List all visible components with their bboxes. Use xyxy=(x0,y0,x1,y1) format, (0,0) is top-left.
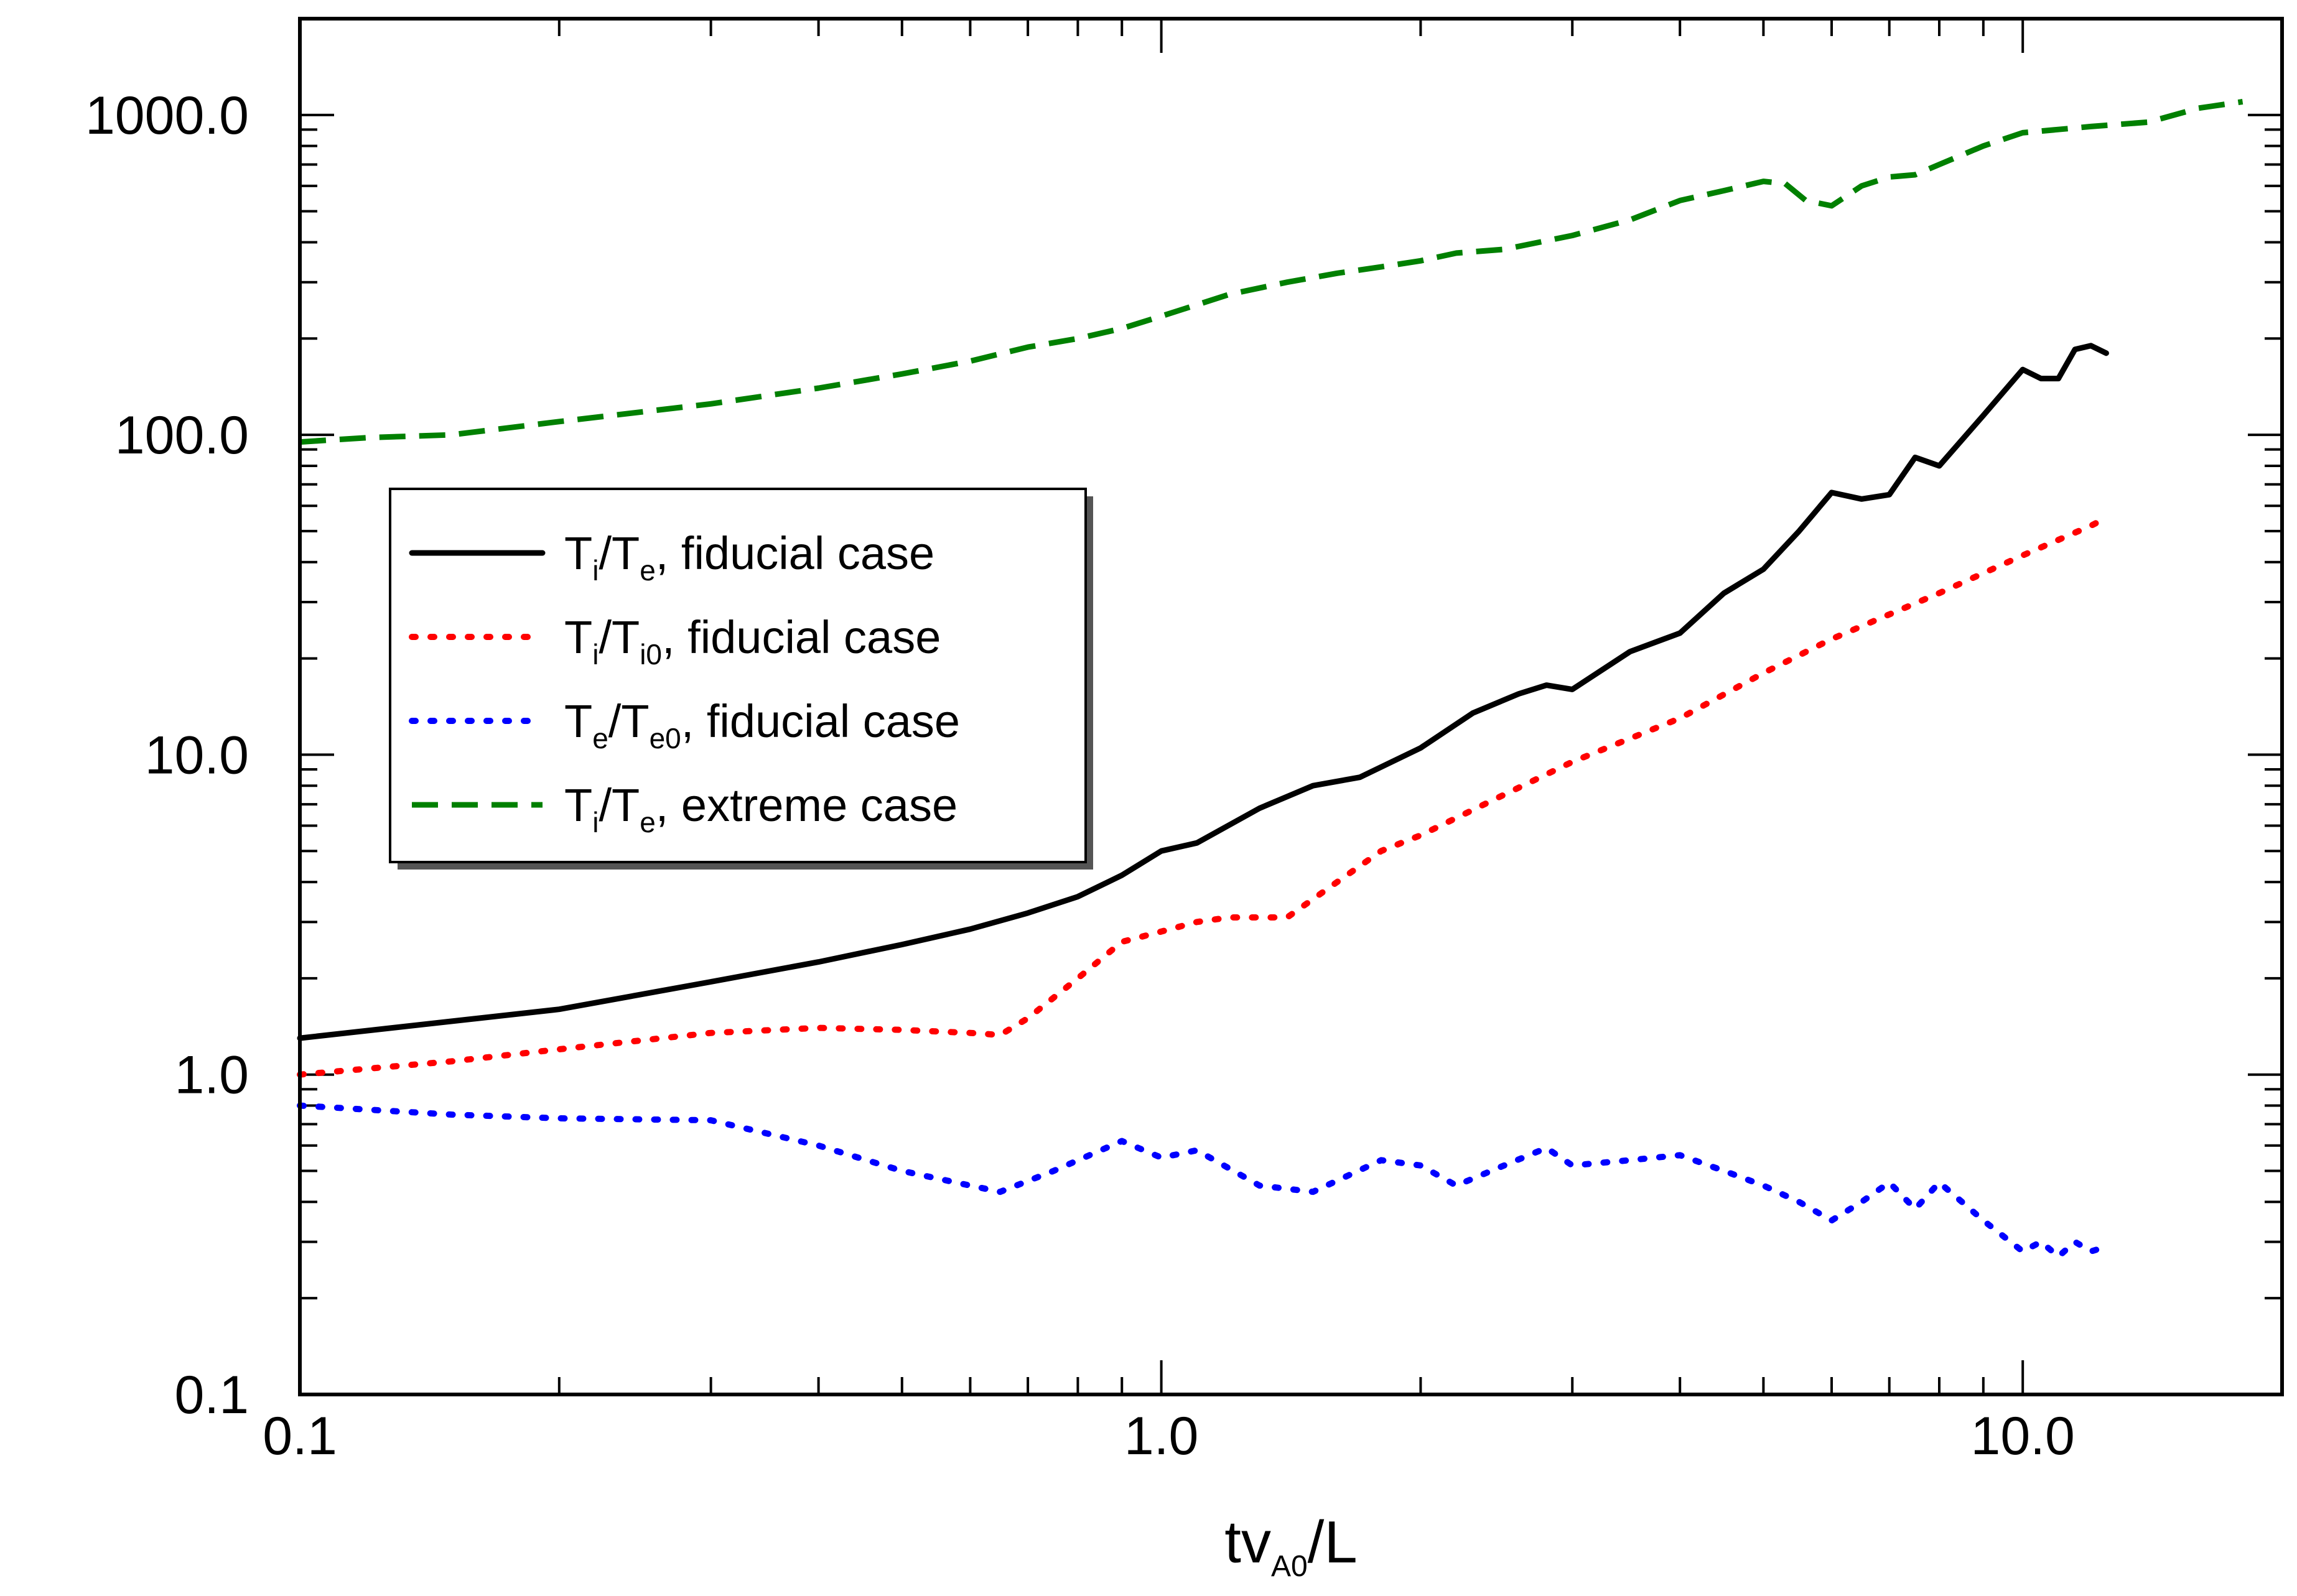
x-tick-label: 10.0 xyxy=(1970,1406,2074,1466)
tick-labels: 0.1 1.0 10.0 0.1 1.0 10.0 100.0 1000.0 xyxy=(85,86,2075,1466)
legend-label: Ti/Ti0, fiducial case xyxy=(564,611,941,670)
series-line-4 xyxy=(299,99,2243,445)
legend: Ti/Te, fiducial case Ti/Ti0, fiducial cas… xyxy=(389,488,1093,870)
x-tick-label: 0.1 xyxy=(263,1406,337,1466)
legend-label: Ti/Te, extreme case xyxy=(564,779,957,838)
x-axis-title: tvA0/L xyxy=(1224,1509,1357,1583)
legend-label: Ti/Te, fiducial case xyxy=(564,527,934,587)
series-line-3 xyxy=(297,1102,2110,1260)
y-tick-label: 10.0 xyxy=(145,725,249,785)
x-tick-label: 1.0 xyxy=(1124,1406,1199,1466)
series-layer xyxy=(297,99,2243,1260)
legend-label: Te/Te0, fiducial case xyxy=(564,695,960,754)
series-line-1 xyxy=(297,343,2109,1041)
y-tick-label: 1000.0 xyxy=(85,86,249,146)
y-tick-label: 100.0 xyxy=(115,406,249,465)
y-tick-label: 0.1 xyxy=(174,1365,249,1425)
y-tick-label: 1.0 xyxy=(174,1046,249,1105)
plot-frame xyxy=(298,17,2284,1396)
